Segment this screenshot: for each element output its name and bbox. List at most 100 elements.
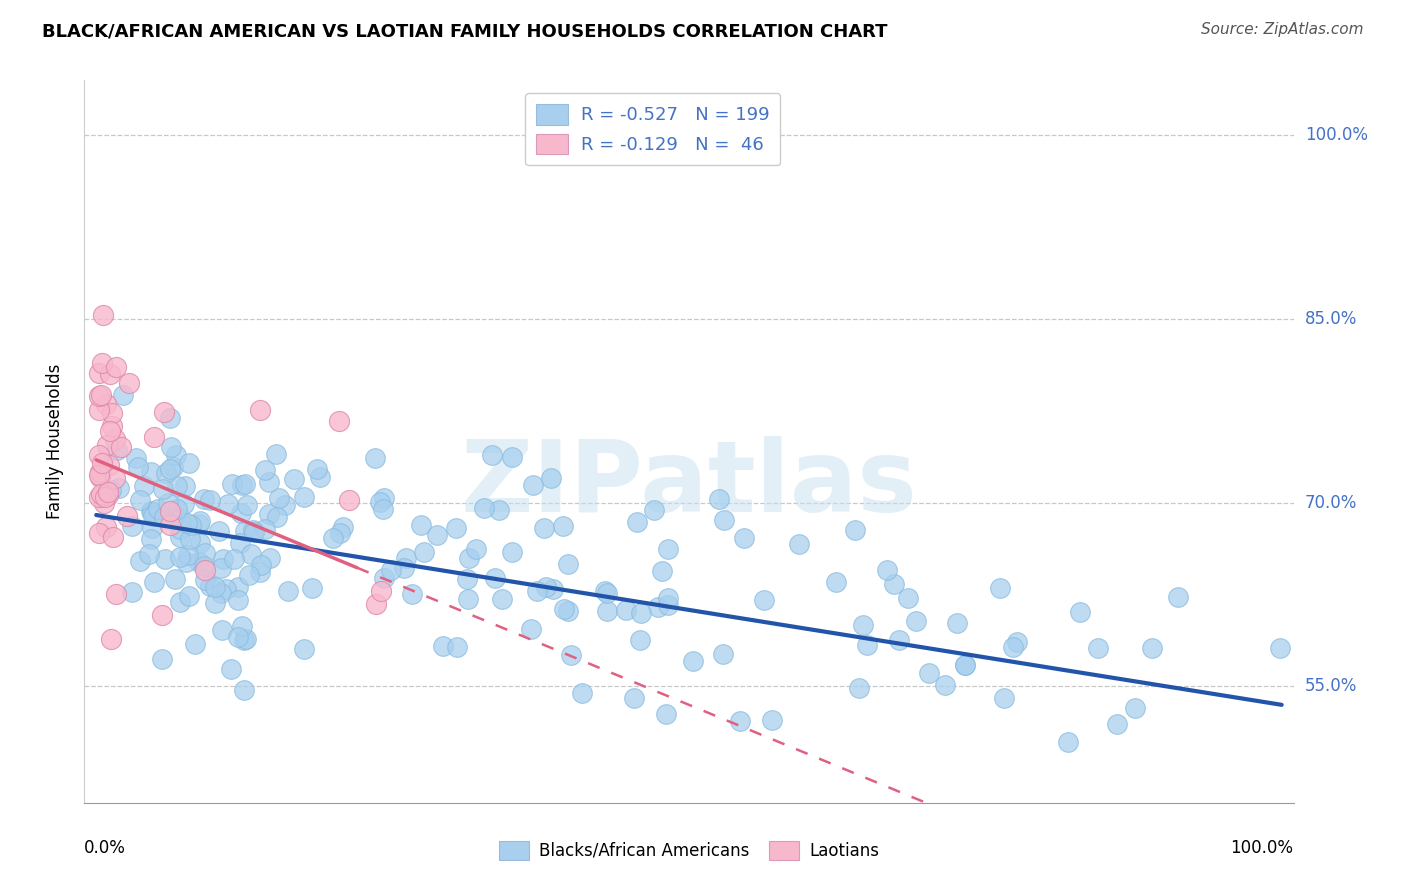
- Point: [179, 532, 201, 546]
- Point: [177, 456, 200, 470]
- Point: [174, 479, 197, 493]
- Point: [560, 648, 582, 662]
- Point: [180, 518, 202, 533]
- Point: [169, 522, 191, 536]
- Point: [101, 406, 124, 420]
- Point: [761, 713, 783, 727]
- Point: [169, 511, 191, 525]
- Point: [557, 604, 579, 618]
- Text: 100.0%: 100.0%: [1305, 127, 1368, 145]
- Point: [472, 500, 495, 515]
- Point: [198, 578, 221, 592]
- Point: [1069, 606, 1091, 620]
- Point: [159, 462, 181, 476]
- Point: [844, 523, 866, 537]
- Point: [176, 516, 198, 531]
- Point: [193, 558, 215, 573]
- Point: [651, 564, 673, 578]
- Point: [91, 356, 114, 370]
- Point: [364, 597, 387, 611]
- Point: [121, 585, 143, 599]
- Point: [166, 448, 188, 462]
- Point: [96, 397, 118, 411]
- Text: Source: ZipAtlas.com: Source: ZipAtlas.com: [1201, 22, 1364, 37]
- Point: [876, 563, 898, 577]
- Point: [187, 517, 209, 532]
- Point: [711, 647, 734, 661]
- Point: [953, 657, 976, 672]
- Point: [143, 430, 166, 444]
- Point: [139, 532, 162, 546]
- Point: [215, 582, 238, 596]
- Point: [1056, 735, 1078, 749]
- Point: [94, 520, 117, 534]
- Point: [553, 602, 575, 616]
- Point: [87, 490, 110, 504]
- Point: [209, 585, 232, 599]
- Point: [238, 568, 260, 582]
- Point: [1268, 641, 1291, 656]
- Point: [104, 470, 127, 484]
- Point: [98, 367, 121, 381]
- Point: [308, 470, 330, 484]
- Point: [292, 641, 315, 656]
- Point: [595, 584, 617, 599]
- Text: BLACK/AFRICAN AMERICAN VS LAOTIAN FAMILY HOUSEHOLDS CORRELATION CHART: BLACK/AFRICAN AMERICAN VS LAOTIAN FAMILY…: [42, 22, 887, 40]
- Point: [596, 604, 619, 618]
- Point: [254, 462, 277, 476]
- Point: [184, 637, 207, 651]
- Point: [212, 552, 235, 566]
- Point: [108, 481, 131, 495]
- Point: [368, 494, 391, 508]
- Point: [150, 652, 173, 666]
- Point: [488, 503, 510, 517]
- Point: [426, 528, 449, 542]
- Point: [226, 630, 249, 644]
- Point: [301, 581, 323, 595]
- Point: [110, 441, 132, 455]
- Point: [169, 595, 191, 609]
- Point: [267, 491, 290, 505]
- Point: [98, 424, 121, 438]
- Point: [571, 685, 593, 699]
- Point: [446, 521, 468, 535]
- Legend: Blacks/African Americans, Laotians: Blacks/African Americans, Laotians: [492, 834, 886, 867]
- Point: [328, 414, 350, 428]
- Point: [124, 450, 146, 465]
- Point: [274, 498, 297, 512]
- Point: [204, 595, 226, 609]
- Point: [208, 524, 231, 538]
- Point: [155, 466, 177, 480]
- Point: [153, 405, 176, 419]
- Point: [89, 466, 111, 480]
- Point: [329, 525, 352, 540]
- Point: [1001, 640, 1024, 654]
- Point: [159, 518, 181, 533]
- Point: [242, 524, 264, 539]
- Point: [277, 584, 299, 599]
- Point: [337, 493, 360, 508]
- Point: [266, 510, 288, 524]
- Point: [111, 388, 134, 402]
- Point: [1005, 634, 1028, 648]
- Point: [250, 558, 273, 573]
- Point: [526, 583, 548, 598]
- Point: [1167, 590, 1189, 604]
- Point: [754, 593, 776, 607]
- Point: [148, 502, 170, 516]
- Point: [173, 497, 195, 511]
- Point: [233, 524, 256, 539]
- Point: [887, 633, 910, 648]
- Point: [129, 554, 152, 568]
- Point: [96, 438, 118, 452]
- Point: [292, 490, 315, 504]
- Point: [142, 575, 165, 590]
- Point: [229, 536, 252, 550]
- Point: [905, 614, 928, 628]
- Point: [787, 537, 810, 551]
- Point: [160, 440, 183, 454]
- Point: [87, 402, 110, 417]
- Point: [87, 525, 110, 540]
- Point: [89, 470, 111, 484]
- Point: [1123, 701, 1146, 715]
